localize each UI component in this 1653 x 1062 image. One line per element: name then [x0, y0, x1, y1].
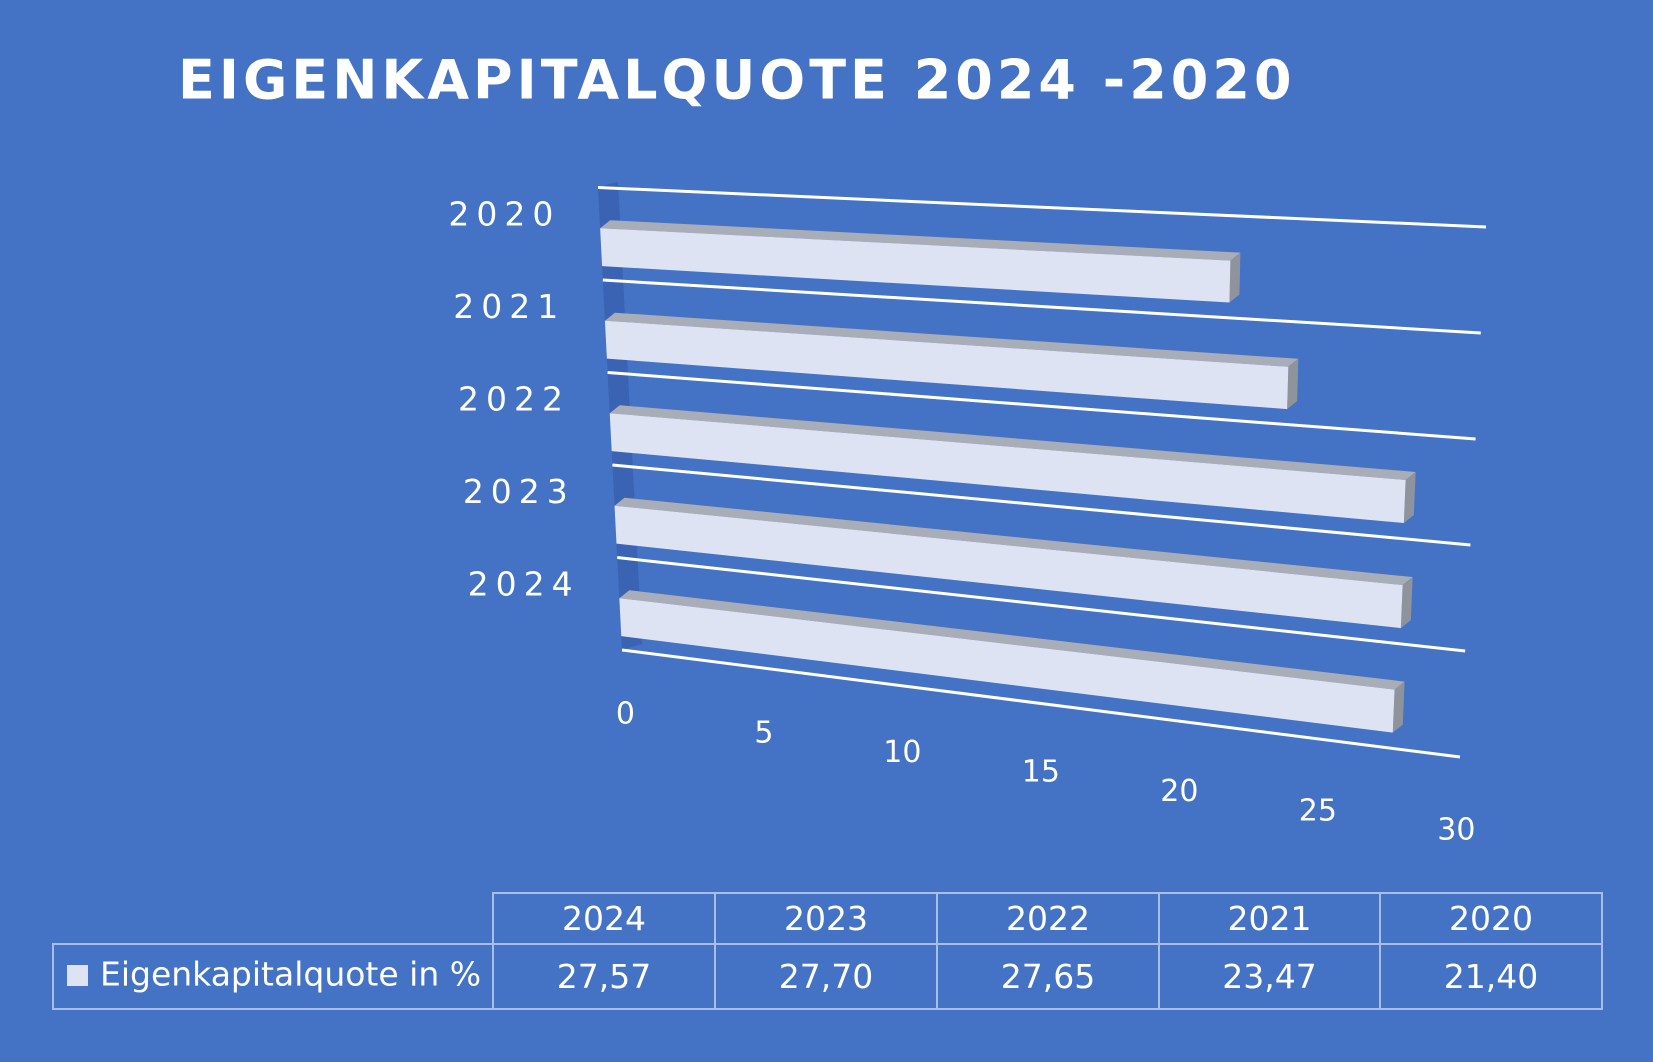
bar-top	[619, 590, 1405, 690]
bar-top	[604, 312, 1299, 367]
value-label: 27,70	[779, 957, 873, 996]
y-tick-label: 2022	[458, 379, 570, 418]
bar	[609, 413, 1406, 523]
bar	[600, 228, 1231, 303]
row-divider	[612, 463, 1471, 547]
table-header: 2024	[562, 899, 646, 938]
row-divider	[621, 648, 1461, 759]
bar-top	[614, 497, 1413, 586]
table-header: 2023	[784, 899, 868, 938]
value-label: 23,47	[1222, 957, 1316, 996]
value-label: 27,65	[1001, 957, 1095, 996]
table-header: 2021	[1228, 899, 1312, 938]
bar-side	[1392, 681, 1405, 733]
bar-side	[1403, 471, 1416, 523]
x-tick-label: 15	[1022, 754, 1060, 789]
bar	[619, 598, 1395, 733]
legend-label: Eigenkapitalquote in %	[100, 955, 481, 994]
row-divider	[602, 278, 1481, 335]
y-tick-label: 2021	[453, 287, 565, 326]
row-divider	[597, 186, 1487, 229]
bar-side	[1229, 252, 1241, 303]
x-tick-label: 25	[1299, 793, 1337, 828]
table-cell	[1379, 943, 1603, 1010]
bar-side	[1400, 577, 1413, 629]
y-tick-label: 2020	[448, 194, 560, 233]
row-divider	[607, 371, 1476, 441]
x-tick-label: 5	[754, 716, 773, 751]
y-tick-label: 2023	[463, 472, 575, 511]
bar-side	[1287, 358, 1299, 410]
table-header: 2022	[1006, 899, 1090, 938]
x-tick-label: 20	[1160, 774, 1198, 809]
bar-top	[609, 405, 1416, 480]
value-label: 21,40	[1444, 957, 1538, 996]
table-header: 2020	[1449, 899, 1533, 938]
chart-title: EIGENKAPITALQUOTE 2024 -2020	[178, 49, 1296, 112]
value-label: 27,57	[557, 957, 651, 996]
bar	[604, 320, 1289, 410]
legend-key	[67, 965, 88, 986]
row-divider	[617, 556, 1466, 653]
x-tick-label: 30	[1437, 813, 1475, 848]
x-tick-label: 10	[883, 735, 921, 770]
y-tick-label: 2024	[468, 564, 580, 603]
x-tick-label: 0	[616, 696, 635, 731]
bar-top	[600, 220, 1241, 261]
bar	[614, 505, 1403, 629]
